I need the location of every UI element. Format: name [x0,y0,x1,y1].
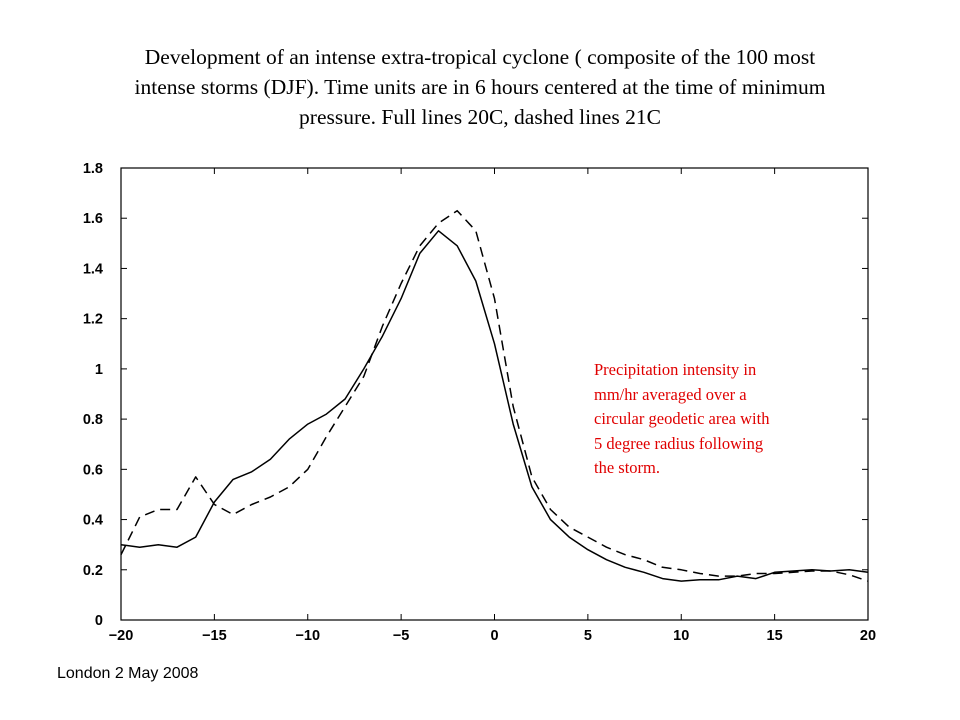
y-tick-label: 1.2 [83,312,103,328]
x-tick-label: 20 [860,628,876,644]
y-tick-label: 0.8 [83,412,103,428]
footer-text: London 2 May 2008 [57,665,199,682]
x-tick-label: −20 [109,628,134,644]
x-tick-label: 0 [490,628,498,644]
annotation-line-3: circular geodetic area with [594,409,770,428]
annotation-line-5: the storm. [594,458,660,477]
annotation-line-4: 5 degree radius following [594,433,764,453]
y-tick-label: 1.4 [83,261,103,277]
y-tick-label: 1 [95,362,103,378]
y-tick-label: 0.6 [83,462,103,478]
axis-ticks: −20 −15 −10 −5 0 5 10 15 20 0 0.2 0.4 0.6 0.8 1 1.2 1.4 1… [83,161,876,644]
x-tick-label: 10 [673,628,689,644]
y-tick-label: 0.2 [83,563,103,579]
y-tick-label: 1.6 [83,211,103,227]
dashed-series-line [120,209,869,582]
chart-title: Development of an intense extra-tropical… [90,42,870,132]
annotation-line-1: Precipitation intensity in [594,360,757,379]
solid-series-line [120,230,869,582]
title-line-2: intense storms (DJF). Time units are in … [134,75,826,99]
y-tick-label: 1.8 [83,161,103,177]
title-line-3: pressure. Full lines 20C, dashed lines 2… [299,105,661,129]
x-tick-label: −15 [202,628,227,644]
x-tick-label: 5 [584,628,592,644]
annotation-line-2: mm/hr averaged over a [594,384,747,404]
x-tick-label: −10 [295,628,320,644]
annotation: Precipitation intensity in mm/hr average… [594,358,844,481]
data-series [120,209,869,582]
y-tick-label: 0 [95,613,103,629]
x-tick-label: −5 [393,628,410,644]
y-tick-label: 0.4 [83,513,103,529]
x-tick-label: 15 [767,628,783,644]
title-line-1: Development of an intense extra-tropical… [144,45,816,69]
